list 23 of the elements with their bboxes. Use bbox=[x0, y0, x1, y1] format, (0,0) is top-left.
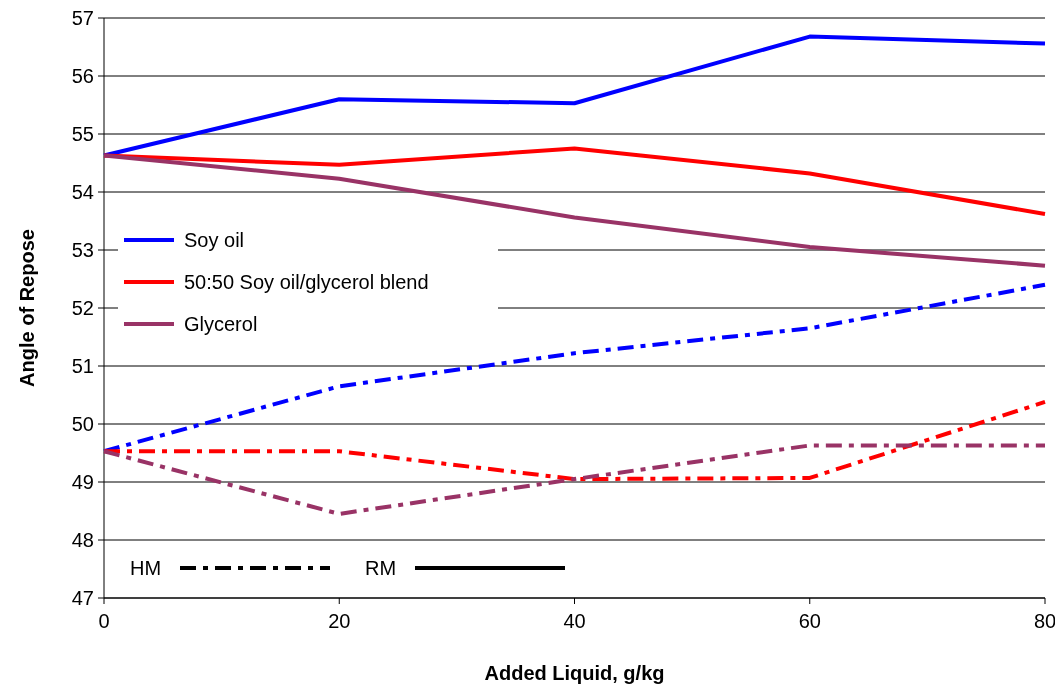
y-tick-label: 48 bbox=[71, 529, 94, 551]
x-tick-label: 40 bbox=[563, 610, 586, 632]
annotation: HM bbox=[130, 557, 162, 579]
y-tick-label: 50 bbox=[71, 413, 94, 435]
y-tick-label: 57 bbox=[71, 7, 94, 29]
y-tick-label: 55 bbox=[71, 123, 94, 145]
x-tick-label: 20 bbox=[328, 610, 351, 632]
x-tick-label: 80 bbox=[1033, 610, 1057, 632]
x-axis-title: Added Liquid, g/kg bbox=[484, 662, 665, 684]
legend-label: Soy oil bbox=[184, 229, 245, 251]
x-tick-label: 0 bbox=[98, 610, 110, 632]
y-tick-label: 54 bbox=[71, 181, 94, 203]
y-tick-label: 56 bbox=[71, 65, 94, 87]
x-tick-label: 60 bbox=[798, 610, 821, 632]
y-tick-label: 52 bbox=[71, 297, 94, 319]
legend-label: Glycerol bbox=[184, 313, 258, 335]
legend-label: 50:50 Soy oil/glycerol blend bbox=[184, 271, 429, 293]
y-tick-label: 49 bbox=[71, 471, 94, 493]
y-tick-label: 53 bbox=[71, 239, 94, 261]
y-tick-label: 51 bbox=[71, 355, 94, 377]
y-axis-title: Angle of Repose bbox=[16, 229, 38, 387]
y-tick-label: 47 bbox=[71, 587, 94, 609]
annotation: RM bbox=[365, 557, 397, 579]
